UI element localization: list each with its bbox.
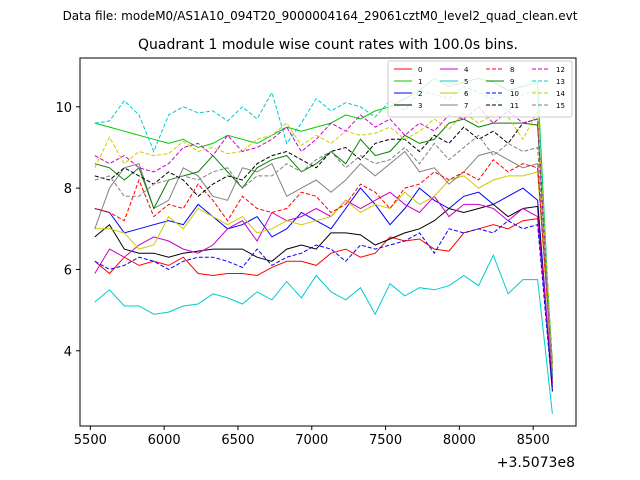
- legend-label-11: 11: [510, 102, 519, 110]
- y-tick-label: 4: [64, 345, 72, 360]
- legend-label-7: 7: [464, 102, 468, 110]
- legend-label-15: 15: [556, 102, 565, 110]
- legend-label-1: 1: [418, 78, 422, 86]
- series-line-6: [94, 171, 553, 376]
- x-offset-label: +3.5073e8: [497, 455, 575, 471]
- series-line-8: [94, 158, 553, 368]
- x-tick-label: 8500: [517, 433, 550, 448]
- legend-label-10: 10: [510, 90, 519, 98]
- legend-label-8: 8: [510, 66, 514, 74]
- y-tick-label: 8: [64, 182, 72, 197]
- x-tick-label: 7000: [295, 433, 328, 448]
- legend-box: [387, 60, 573, 118]
- legend-label-3: 3: [418, 102, 422, 110]
- legend-label-4: 4: [464, 66, 469, 74]
- legend-label-9: 9: [510, 78, 514, 86]
- x-tick-label: 6000: [148, 433, 181, 448]
- axis-ticks: 5500 6000 6500 7000 7500 8000 8500 4 6 8 10: [55, 101, 549, 448]
- series-line-5: [94, 253, 553, 414]
- legend-label-14: 14: [556, 90, 565, 98]
- series-line-14: [94, 109, 553, 368]
- legend-label-2: 2: [418, 90, 422, 98]
- series-line-0: [94, 218, 553, 384]
- series-line-2: [94, 187, 553, 388]
- axes-frame: [79, 57, 577, 427]
- legend-label-13: 13: [556, 78, 565, 86]
- series-line-4: [94, 191, 553, 380]
- x-tick-label: 8000: [443, 433, 476, 448]
- series-line-15: [94, 134, 553, 372]
- legend-label-0: 0: [418, 66, 422, 74]
- chart-title: Quadrant 1 module wise count rates with …: [138, 37, 518, 53]
- legend-label-12: 12: [556, 66, 565, 74]
- legend-label-5: 5: [464, 78, 468, 86]
- y-tick-label: 10: [55, 101, 72, 116]
- series-line-7: [94, 150, 553, 372]
- series-line-10: [94, 220, 553, 392]
- figure-suptitle: Data file: modeM0/AS1A10_094T20_90000041…: [63, 9, 578, 23]
- x-tick-label: 6500: [221, 433, 254, 448]
- legend-label-6: 6: [464, 90, 469, 98]
- y-tick-label: 6: [64, 263, 72, 278]
- x-tick-label: 5500: [74, 433, 107, 448]
- x-tick-label: 7500: [369, 433, 402, 448]
- series-line-3: [94, 203, 553, 392]
